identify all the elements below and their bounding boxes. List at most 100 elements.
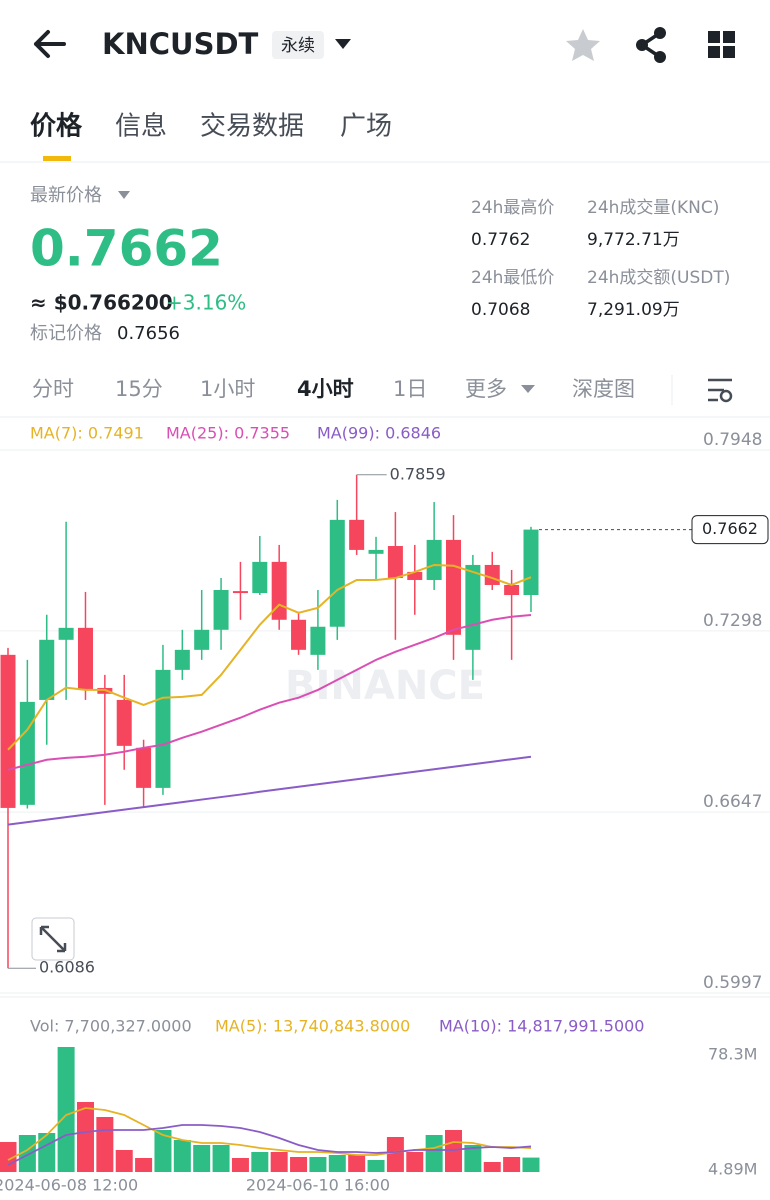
last-price-label: 0.7662 [702, 519, 758, 538]
tab-indicator [43, 156, 71, 161]
ma-line [7, 755, 532, 826]
tab[interactable]: 广场 [340, 112, 392, 142]
volume-bar [231, 1158, 249, 1172]
tab[interactable]: 信息 [115, 112, 167, 142]
stat-label: 24h成交额(USDT) [587, 268, 730, 288]
settings[interactable] [708, 378, 733, 403]
interval-active[interactable]: 4小时 [297, 377, 354, 401]
back-button[interactable] [34, 30, 66, 58]
candle-body [194, 629, 210, 650]
ma-line [7, 614, 532, 771]
candle-body [329, 519, 345, 627]
interval[interactable]: 1小时 [200, 377, 255, 401]
candle-body [0, 654, 16, 808]
volume-bar [0, 1141, 17, 1172]
volume-bar [76, 1102, 94, 1172]
candle-body [484, 564, 500, 585]
candle-body [155, 669, 171, 788]
symbol[interactable]: KNCUSDT [102, 27, 259, 61]
watermark: BINANCE [285, 663, 485, 709]
candle-body [446, 539, 462, 635]
volume-bar [173, 1140, 191, 1172]
tab[interactable]: 交易数据 [200, 112, 304, 142]
candle-body [387, 546, 403, 579]
candle-body [19, 701, 35, 805]
grid-menu[interactable] [708, 31, 735, 58]
volume-bar [348, 1154, 366, 1172]
volume-bar [115, 1150, 133, 1172]
stat-value: 7,291.09万 [587, 300, 680, 320]
volume-bar [464, 1145, 482, 1172]
candle-body [523, 529, 539, 596]
volume-bar [367, 1159, 385, 1172]
tag-bg [272, 31, 324, 59]
mark-price: 0.7656 [117, 323, 180, 344]
y-tick-label: 0.5997 [703, 973, 762, 993]
vol-ma-line [7, 1107, 532, 1161]
tab[interactable]: 价格 [30, 111, 83, 142]
volume-bar [445, 1129, 463, 1172]
candle-body [291, 619, 307, 650]
volume-bar [522, 1157, 540, 1172]
star[interactable] [566, 29, 600, 61]
price-label: 最新价格 [30, 185, 102, 206]
interval[interactable]: 分时 [32, 377, 74, 401]
vol-ma-line [7, 1124, 532, 1166]
volume-bar [251, 1152, 269, 1172]
volume-bar [154, 1129, 172, 1172]
last-price-box [691, 515, 769, 545]
candle-body [349, 519, 365, 550]
candle-body [368, 549, 384, 554]
candle-body [232, 591, 248, 594]
volume-bar [57, 1047, 75, 1172]
high-label: 0.7859 [390, 464, 446, 483]
vol-ma-label: MA(10): 14,817,991.5000 [439, 1017, 644, 1036]
interval[interactable]: 更多 [465, 377, 507, 401]
expand-icon [39, 925, 67, 953]
volume-bar [212, 1145, 230, 1172]
candle-body [116, 699, 132, 746]
volume-bar [386, 1136, 404, 1172]
ma-label: MA(99): 0.6846 [317, 424, 441, 443]
x-tick-label: 2024-06-08 12:00 [0, 1176, 138, 1195]
candle-body [252, 561, 268, 594]
dropdown[interactable] [335, 39, 351, 49]
candle-body [213, 589, 229, 630]
stat-value: 0.7762 [471, 230, 530, 250]
low-label: 0.6086 [39, 958, 95, 977]
ma-line [7, 563, 532, 751]
stat-label: 24h成交量(KNC) [587, 198, 719, 218]
volume-bar [96, 1117, 114, 1172]
vol-label: Vol: 7,700,327.0000 [30, 1017, 192, 1036]
interval[interactable]: 15分 [115, 377, 163, 401]
y-tick-label: 0.7298 [703, 611, 762, 631]
y-tick-label: 0.7948 [703, 430, 762, 450]
mark-label: 标记价格 [30, 323, 102, 344]
y-tick-label: 0.6647 [703, 792, 762, 812]
stat-label: 24h最低价 [471, 268, 554, 288]
share[interactable] [636, 27, 666, 63]
volume-bar [309, 1157, 327, 1172]
vol-ma-label: MA(5): 13,740,843.8000 [215, 1017, 410, 1036]
volume-bar [328, 1154, 346, 1172]
interval[interactable]: 深度图 [572, 377, 635, 401]
dropdown[interactable] [118, 191, 130, 199]
candle-body [310, 626, 326, 655]
stat-label: 24h最高价 [471, 198, 554, 218]
tag: 永续 [281, 36, 315, 56]
dropdown[interactable] [521, 385, 535, 393]
candle-body [426, 539, 442, 580]
ma-label: MA(25): 0.7355 [166, 424, 290, 443]
last-price: 0.7662 [30, 220, 223, 278]
change: +3.16% [166, 291, 246, 315]
candle-body [504, 584, 520, 596]
ma-label: MA(7): 0.7491 [30, 424, 144, 443]
volume-bar [18, 1135, 36, 1172]
volume-bar [406, 1152, 424, 1172]
vol-tick-label: 4.89M [708, 1160, 757, 1179]
x-tick-label: 2024-06-10 16:00 [246, 1176, 390, 1195]
interval[interactable]: 1日 [393, 377, 427, 401]
vol-tick-label: 78.3M [708, 1045, 757, 1064]
